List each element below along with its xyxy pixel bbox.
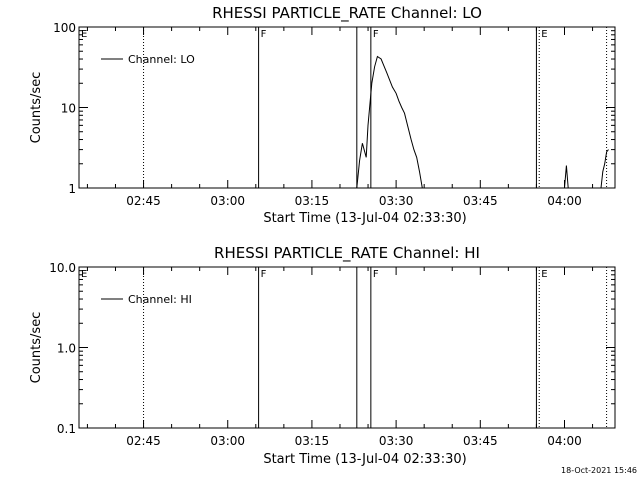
x-tick-label: 03:30 <box>379 194 414 208</box>
y-tick-label: 10.0 <box>49 261 76 275</box>
x-tick-label: 03:00 <box>210 434 245 448</box>
x-tick-label: 03:45 <box>463 194 498 208</box>
x-tick-label: 02:45 <box>126 434 161 448</box>
chart-title: RHESSI PARTICLE_RATE Channel: LO <box>212 4 482 23</box>
generation-timestamp: 18-Oct-2021 15:46 <box>561 466 637 475</box>
event-flag-label: E <box>81 269 87 280</box>
event-flag-label: E <box>541 29 547 40</box>
data-series-line <box>564 165 569 189</box>
chart-title: RHESSI PARTICLE_RATE Channel: HI <box>214 244 480 263</box>
data-series-line <box>356 55 423 189</box>
x-tick-label: 03:00 <box>210 194 245 208</box>
x-tick-label: 03:45 <box>463 434 498 448</box>
event-flag-label: F <box>261 269 267 280</box>
y-tick-label: 1 <box>68 182 76 196</box>
event-flag-label: F <box>373 29 379 40</box>
x-axis-label: Start Time (13-Jul-04 02:33:30) <box>263 452 466 467</box>
legend-label: Channel: HI <box>128 293 192 306</box>
x-tick-label: 04:00 <box>547 434 582 448</box>
legend-label: Channel: LO <box>128 53 195 66</box>
y-tick-label: 10 <box>61 102 76 116</box>
y-axis-label: Counts/sec <box>29 72 44 144</box>
plot-frame <box>78 266 616 429</box>
y-tick-label: 1.0 <box>57 342 76 356</box>
y-tick-label: 100 <box>53 21 76 35</box>
data-series-line <box>600 149 609 189</box>
plot-frame <box>78 26 616 189</box>
event-flag-label: F <box>373 269 379 280</box>
x-tick-label: 03:15 <box>295 434 330 448</box>
x-axis-label: Start Time (13-Jul-04 02:33:30) <box>263 211 466 226</box>
event-flag-label: F <box>261 29 267 40</box>
y-axis-label: Counts/sec <box>29 312 44 384</box>
y-tick-label: 0.1 <box>57 422 76 436</box>
x-tick-label: 03:15 <box>295 194 330 208</box>
event-flag-label: E <box>81 29 87 40</box>
event-flag-label: E <box>541 269 547 280</box>
x-tick-label: 04:00 <box>547 194 582 208</box>
x-tick-label: 03:30 <box>379 434 414 448</box>
x-tick-label: 02:45 <box>126 194 161 208</box>
